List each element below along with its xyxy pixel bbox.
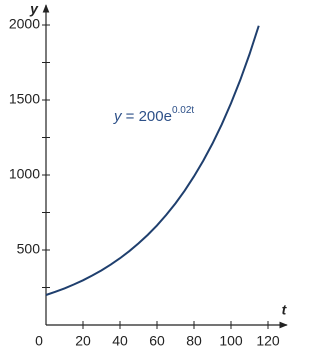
chart: t y y = 200e0.02t 0 20 40 60 80 100 120 500 1000… xyxy=(9,1,288,349)
annotation-exponent: 0.02t xyxy=(172,105,194,116)
y-tick-label: 1500 xyxy=(9,91,40,107)
y-axis-label: y xyxy=(29,1,39,17)
x-tick-label: 60 xyxy=(149,333,165,349)
x-tick-label: 120 xyxy=(256,333,280,349)
x-axis-label: t xyxy=(282,302,288,318)
x-tick-label: 80 xyxy=(186,333,202,349)
y-tick-label: 500 xyxy=(17,241,41,257)
x-tick-label: 20 xyxy=(75,333,91,349)
annotation: y = 200e0.02t xyxy=(113,105,194,125)
curve xyxy=(45,25,260,296)
y-tick-label: 2000 xyxy=(9,16,40,32)
x-tick-label: 40 xyxy=(112,333,128,349)
annotation-lhs: y xyxy=(113,108,123,125)
x-tick-label: 0 xyxy=(35,333,43,349)
x-tick-label: 100 xyxy=(219,333,243,349)
y-tick-label: 1000 xyxy=(9,166,40,182)
annotation-rhs: = 200e xyxy=(122,108,172,125)
